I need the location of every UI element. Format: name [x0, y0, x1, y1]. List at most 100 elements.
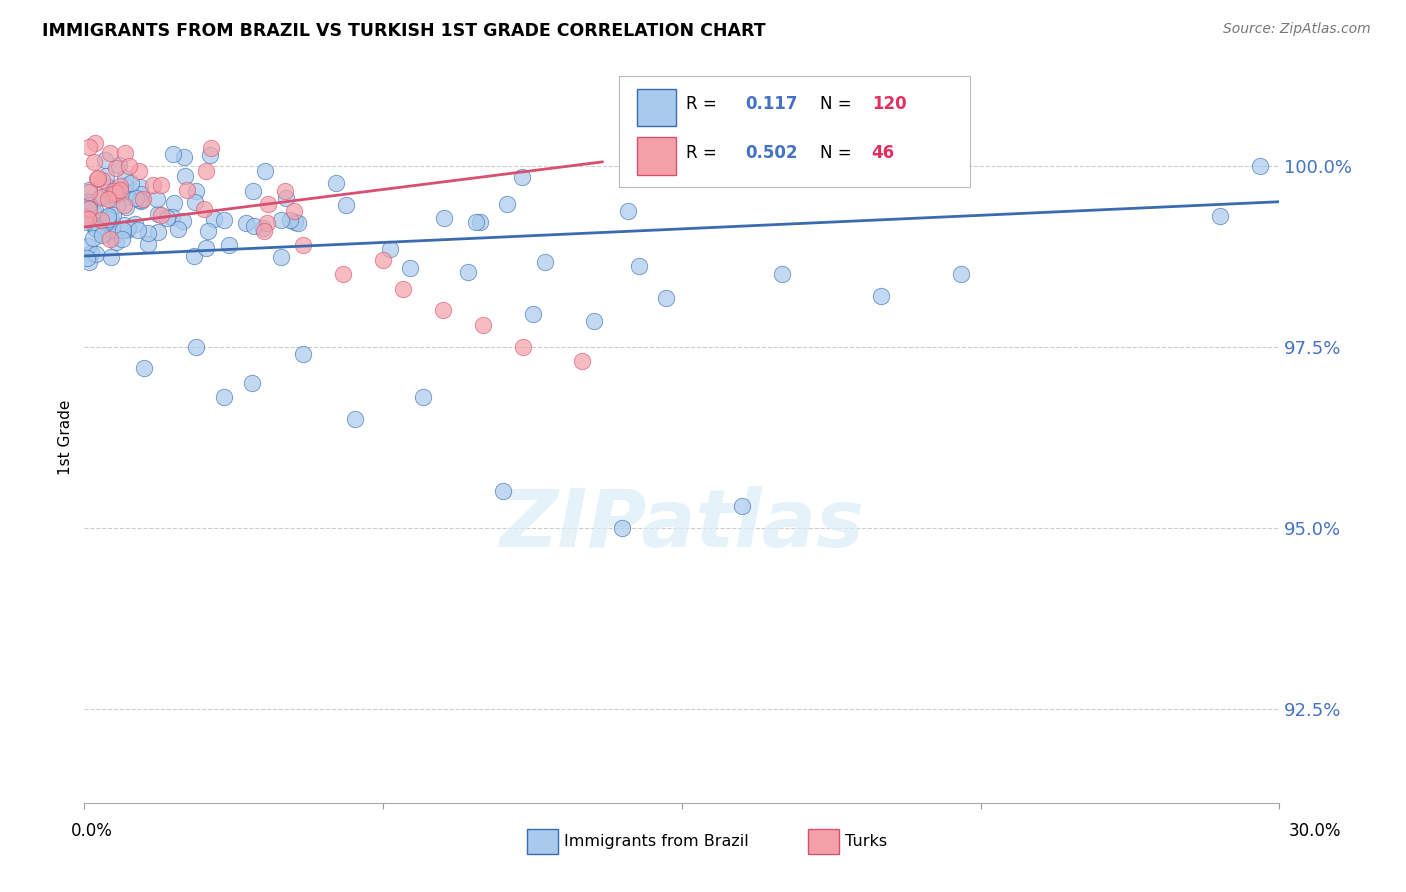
Point [91, 173, 114, 187]
Point [512, 340, 534, 354]
Point [274, 184, 297, 198]
Point [253, 164, 276, 178]
Point [114, 178, 136, 193]
Point [97, 209, 120, 223]
Point [612, 520, 634, 534]
Text: N =: N = [820, 145, 851, 162]
Point [194, 241, 217, 255]
Point [655, 291, 678, 305]
Point [344, 412, 367, 426]
Point [114, 171, 136, 186]
Point [98, 146, 121, 161]
Point [87, 192, 110, 206]
Point [146, 207, 169, 221]
Point [110, 231, 132, 245]
Point [129, 194, 152, 208]
Point [77, 140, 100, 154]
Point [94, 153, 117, 167]
Point [90, 190, 112, 204]
Point [77, 201, 100, 215]
Point [652, 99, 675, 113]
Point [77, 254, 100, 268]
Point [108, 158, 131, 172]
Point [79, 207, 101, 221]
Point [412, 390, 434, 404]
Point [522, 307, 544, 321]
Point [105, 198, 128, 212]
Point [278, 213, 301, 227]
Point [162, 147, 184, 161]
Point [77, 197, 100, 211]
Text: Source: ZipAtlas.com: Source: ZipAtlas.com [1223, 22, 1371, 37]
Point [93, 227, 115, 241]
Point [1249, 159, 1271, 173]
Point [274, 191, 297, 205]
Point [464, 215, 486, 229]
Point [94, 169, 117, 183]
Point [112, 184, 135, 198]
Point [468, 214, 491, 228]
Point [731, 499, 754, 513]
Point [253, 224, 276, 238]
Point [432, 303, 454, 318]
Point [79, 202, 101, 216]
Point [114, 146, 136, 161]
Point [132, 361, 156, 376]
Point [471, 318, 494, 332]
Point [104, 161, 127, 176]
Point [1209, 209, 1232, 223]
Point [212, 213, 235, 227]
Point [184, 184, 207, 198]
Text: ZIPatlas: ZIPatlas [499, 486, 865, 564]
Point [172, 214, 194, 228]
Point [184, 340, 207, 354]
Point [198, 148, 221, 162]
Point [84, 247, 107, 261]
Point [252, 220, 274, 235]
Point [91, 227, 114, 242]
Point [94, 215, 117, 229]
Point [325, 176, 347, 190]
Point [202, 212, 225, 227]
Point [235, 216, 257, 230]
Point [141, 178, 163, 192]
Point [101, 223, 124, 237]
Point [193, 202, 215, 216]
Point [131, 192, 153, 206]
Point [167, 222, 190, 236]
Point [75, 215, 97, 229]
Point [84, 136, 107, 151]
Point [628, 259, 651, 273]
Point [433, 211, 456, 226]
Point [270, 250, 292, 264]
Point [335, 198, 357, 212]
Point [101, 230, 124, 244]
Point [156, 211, 179, 225]
Point [94, 211, 117, 225]
Point [76, 251, 98, 265]
Point [83, 202, 105, 217]
Point [136, 237, 159, 252]
Point [104, 186, 127, 200]
Point [82, 231, 104, 245]
Point [398, 261, 420, 276]
Point [98, 192, 121, 206]
Point [86, 217, 108, 231]
Point [97, 215, 120, 229]
Point [218, 237, 240, 252]
Point [136, 226, 159, 240]
Point [163, 196, 186, 211]
Point [129, 180, 152, 194]
Point [83, 206, 105, 220]
Point [148, 225, 170, 239]
Point [87, 171, 110, 186]
Point [129, 186, 152, 201]
Point [183, 249, 205, 263]
Point [127, 223, 149, 237]
Point [378, 243, 401, 257]
Text: IMMIGRANTS FROM BRAZIL VS TURKISH 1ST GRADE CORRELATION CHART: IMMIGRANTS FROM BRAZIL VS TURKISH 1ST GR… [42, 22, 766, 40]
Point [86, 172, 108, 186]
Point [492, 484, 515, 499]
Point [292, 347, 315, 361]
Point [160, 210, 183, 224]
